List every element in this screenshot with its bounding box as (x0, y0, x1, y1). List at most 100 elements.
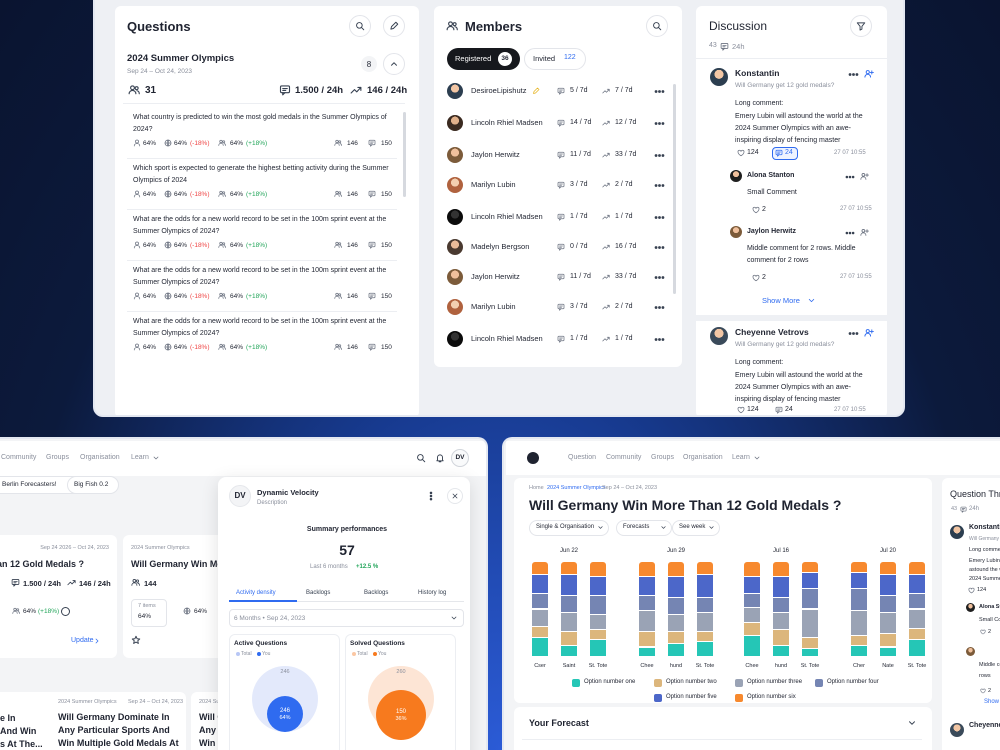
stat: 150 (381, 140, 392, 147)
breadcrumb[interactable]: 2024 Summer Olympics (547, 485, 606, 491)
icon-shape (335, 190, 339, 195)
icon (654, 302, 665, 313)
icon-shape (602, 152, 610, 158)
nav-item[interactable]: Groups (651, 454, 674, 461)
stat: 150 (381, 293, 392, 300)
scrollbar (403, 112, 406, 197)
filter[interactable] (672, 520, 720, 536)
count: 24 (785, 149, 793, 156)
icon (368, 241, 376, 249)
bar-segment (697, 613, 713, 633)
icon-shape (559, 153, 563, 159)
bar-segment (880, 575, 896, 597)
avatar (950, 723, 964, 737)
icon-button[interactable] (646, 15, 668, 37)
icon-shape (557, 335, 565, 343)
bar-segment (880, 634, 896, 648)
chip[interactable] (67, 476, 119, 494)
icon-shape (654, 216, 665, 219)
stat: 64% (143, 191, 157, 198)
bar-segment (880, 647, 896, 657)
nav-item[interactable]: Groups (46, 454, 69, 461)
breadcrumb[interactable]: Home (529, 485, 544, 491)
icon-shape (133, 347, 141, 351)
bar-segment (668, 562, 684, 578)
icon-shape (370, 192, 374, 198)
tab[interactable] (524, 48, 586, 70)
icon-shape (653, 22, 660, 29)
nav-item[interactable]: Community (606, 454, 642, 461)
icon-button[interactable] (349, 15, 371, 37)
bar-segment (697, 641, 713, 657)
card (696, 6, 887, 415)
icon (860, 228, 869, 237)
nav-item[interactable]: Learn (732, 454, 750, 461)
legend-label: Option number two (666, 679, 717, 685)
icon (218, 292, 226, 300)
dropdown[interactable] (229, 609, 464, 627)
avatar (730, 170, 742, 182)
panel-tab[interactable]: Activity density (236, 590, 276, 596)
stat: 64% (23, 608, 37, 615)
nav-item[interactable]: Organisation (683, 454, 723, 461)
icon-shape (429, 491, 433, 501)
show-more[interactable]: Show More (762, 296, 800, 305)
filter[interactable] (529, 520, 609, 536)
icon-button[interactable] (850, 15, 872, 37)
action[interactable]: Update (71, 637, 94, 644)
icon-shape (855, 332, 859, 335)
icon (752, 206, 760, 214)
icon-shape (852, 332, 855, 335)
tab-badge (498, 52, 512, 66)
icon-shape (980, 688, 986, 694)
question-text: What are the odds for a new world record… (133, 318, 387, 337)
member-stat: 33 / 7d (615, 273, 637, 280)
x-tick-label: hund (669, 663, 683, 669)
icon-shape (848, 73, 859, 76)
author: Konstantin (969, 524, 1000, 531)
icon-shape (135, 190, 139, 195)
icon-shape (350, 86, 362, 94)
icon (602, 273, 610, 281)
panel-tab[interactable]: Backlogs (364, 590, 389, 596)
icon-shape (602, 120, 610, 126)
nav-item[interactable]: Learn (131, 454, 149, 461)
icon-shape (223, 296, 226, 299)
icon-shape (222, 191, 226, 195)
nav-item[interactable]: Organisation (80, 454, 120, 461)
bar-segment (639, 611, 655, 633)
nav-item[interactable]: Question (568, 454, 597, 461)
icon-shape (864, 70, 874, 78)
icon-shape (754, 456, 760, 460)
tab-underline (229, 600, 297, 602)
legend-label: Option number three (747, 679, 803, 685)
icon-shape (164, 190, 172, 198)
icon-shape (13, 580, 18, 587)
nav-item[interactable]: Community (1, 454, 37, 461)
icon-shape (164, 241, 172, 249)
panel-tab[interactable]: Backlogs (306, 590, 331, 596)
meta: 24h (969, 506, 980, 512)
author: Cheyenne Vetrovs (969, 722, 1000, 729)
filter[interactable] (616, 520, 672, 536)
icon-shape (980, 688, 986, 694)
bar-segment (561, 575, 577, 597)
icon (860, 172, 869, 181)
icon-shape (128, 89, 137, 95)
icon-button[interactable] (383, 53, 405, 75)
icon (164, 292, 172, 300)
icon (557, 87, 565, 95)
icon-shape (752, 206, 760, 214)
icon-shape (134, 86, 139, 91)
stat: 64% (174, 242, 188, 249)
legend-swatch (654, 694, 662, 702)
icon-shape (164, 343, 172, 351)
avatar (447, 269, 463, 285)
icon-shape (282, 87, 288, 96)
icon-button[interactable] (383, 15, 405, 37)
show-more[interactable]: Show More (984, 699, 1000, 705)
x-tick-label: Cser (534, 663, 546, 669)
panel-tab[interactable]: History log (418, 590, 447, 596)
bar-segment (639, 632, 655, 648)
icon (334, 190, 342, 198)
